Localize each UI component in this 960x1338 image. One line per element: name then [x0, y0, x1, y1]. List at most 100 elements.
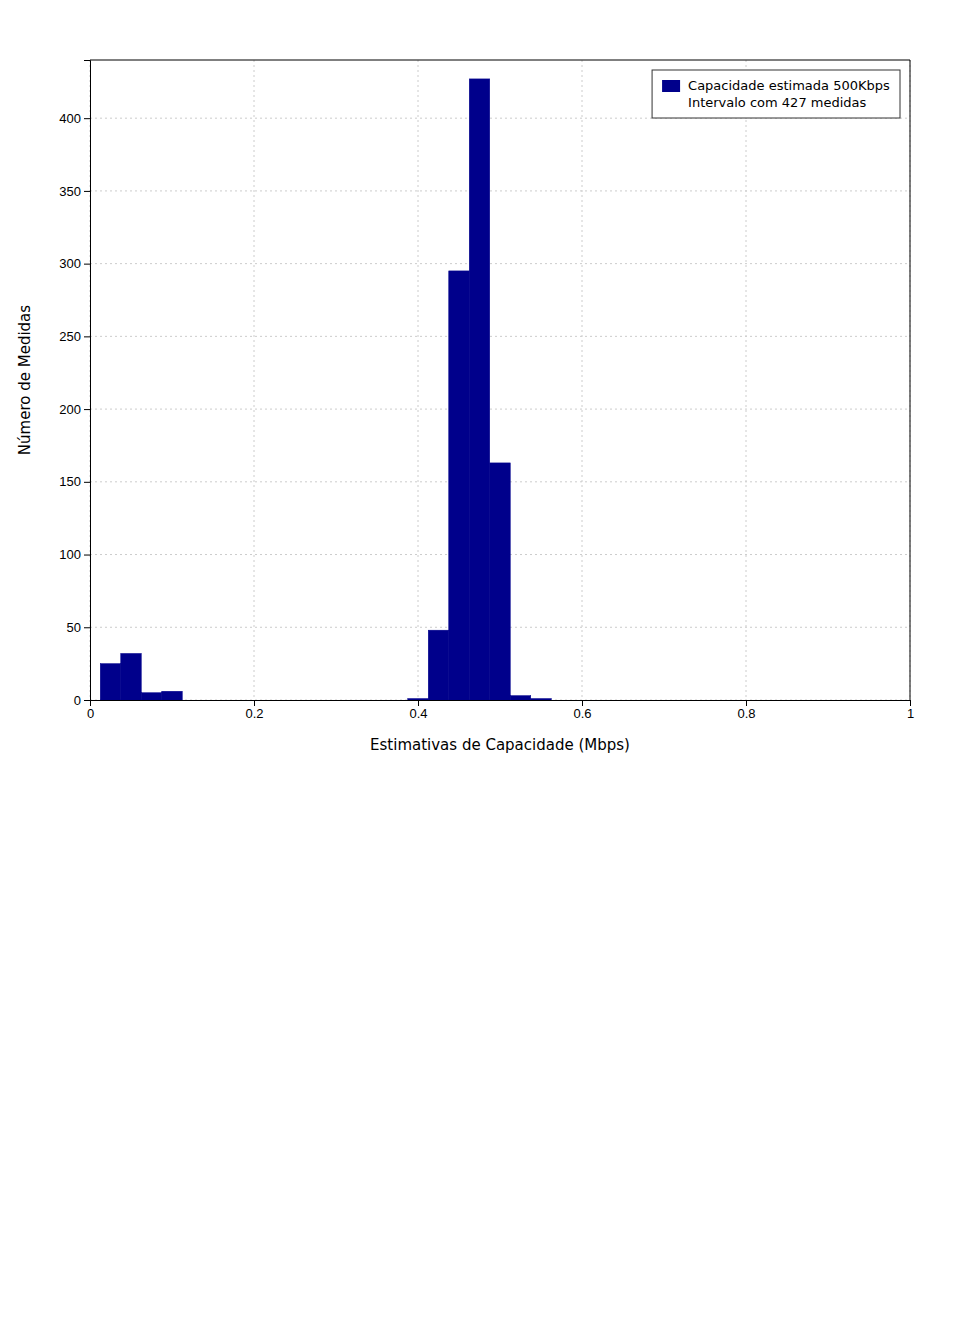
grid-line-y — [90, 263, 910, 264]
legend-item: Capacidade estimada 500Kbps Intervalo com… — [662, 78, 890, 110]
y-axis: 050100150200250300350400 — [59, 61, 90, 708]
bar — [387, 700, 408, 701]
x-tick: 0.6 — [573, 700, 591, 721]
bar — [223, 700, 244, 701]
grid-line-x — [582, 60, 583, 700]
x-tick-label: 0.2 — [245, 706, 263, 721]
grid-line-x — [746, 60, 747, 700]
x-tick: 0.8 — [737, 700, 755, 721]
plot-area: 00.20.40.60.81050100150200250300350400Es… — [16, 60, 914, 754]
bar — [695, 700, 716, 701]
y-tick-mark — [84, 191, 90, 192]
bar — [879, 700, 900, 701]
y-tick: 150 — [59, 474, 90, 489]
y-tick-label: 150 — [59, 474, 81, 489]
y-tick: 250 — [59, 329, 90, 344]
legend-box — [652, 70, 900, 118]
y-tick-mark — [84, 118, 90, 119]
bar — [613, 700, 634, 701]
x-tick: 0.2 — [245, 700, 263, 721]
grid-line-y — [90, 409, 910, 410]
x-tick-label: 0.6 — [573, 706, 591, 721]
legend: Capacidade estimada 500Kbps Intervalo com… — [652, 70, 900, 118]
grid-line-y — [90, 336, 910, 337]
bar — [654, 700, 675, 701]
grid — [90, 60, 910, 700]
y-tick: 350 — [59, 184, 90, 199]
chart: 00.20.40.60.81050100150200250300350400Es… — [0, 0, 960, 1338]
x-tick-mark — [418, 700, 419, 706]
bar — [572, 700, 593, 701]
x-tick-mark — [910, 700, 911, 706]
x-axis: 0 0.2 0.4 0.6 0.8 1 — [87, 700, 914, 721]
bar — [121, 653, 142, 700]
x-tick-mark — [582, 700, 583, 706]
y-tick-label: 300 — [59, 256, 81, 271]
legend-label-line: Intervalo com 427 medidas — [688, 95, 866, 110]
y-tick-label: 200 — [59, 402, 81, 417]
y-tick-label: 50 — [67, 620, 81, 635]
x-tick-label: 0.8 — [737, 706, 755, 721]
bar — [797, 700, 818, 701]
y-tick: 50 — [67, 620, 90, 635]
legend-label-line: Capacidade estimada 500Kbps — [688, 78, 890, 93]
bar — [551, 700, 572, 701]
bar — [141, 693, 162, 700]
x-tick: 0.4 — [409, 700, 427, 721]
x-tick: 1 — [907, 700, 914, 721]
bar — [510, 696, 531, 700]
bar — [100, 664, 121, 700]
x-tick: 0 — [87, 700, 94, 721]
grid-line-x — [254, 60, 255, 700]
y-tick-mark — [84, 336, 90, 337]
bars — [100, 79, 551, 700]
bar — [203, 700, 224, 701]
x-tick-label: 0.4 — [409, 706, 427, 721]
bar — [633, 700, 654, 701]
x-tick-label: 1 — [907, 706, 914, 721]
bar — [428, 630, 449, 700]
y-tick-mark — [84, 409, 90, 410]
bar — [346, 700, 367, 701]
y-tick: 0 — [74, 693, 90, 708]
bar — [182, 700, 203, 701]
y-tick: 200 — [59, 402, 90, 417]
bar — [162, 691, 183, 700]
y-axis-title: Número de Medidas — [16, 305, 34, 455]
y-tick-mark — [84, 264, 90, 265]
bar — [469, 79, 490, 700]
bar — [244, 700, 265, 701]
x-axis-line — [91, 701, 911, 707]
bar — [818, 700, 839, 701]
grid-line-x — [910, 60, 911, 700]
bar — [736, 700, 757, 701]
y-tick-mark — [84, 627, 90, 628]
x-axis-title: Estimativas de Capacidade (Mbps) — [370, 736, 630, 754]
bar — [285, 700, 306, 701]
grid-line-x — [418, 60, 419, 700]
x-tick-mark — [254, 700, 255, 706]
grid-line-y — [90, 190, 910, 191]
legend-swatch — [662, 80, 680, 92]
bar — [305, 700, 326, 701]
bar — [838, 700, 859, 701]
bar — [449, 271, 470, 700]
y-tick-mark — [84, 555, 90, 556]
y-tick: 400 — [59, 111, 90, 126]
y-tick-label: 400 — [59, 111, 81, 126]
bar — [674, 700, 695, 701]
frame-top — [90, 60, 910, 61]
y-tick: 300 — [59, 256, 90, 271]
y-tick-label: 350 — [59, 184, 81, 199]
bar — [592, 700, 613, 701]
y-tick-mark — [84, 700, 90, 701]
x-tick-mark — [746, 700, 747, 706]
x-tick-label: 0 — [87, 706, 94, 721]
y-tick-label: 0 — [74, 693, 81, 708]
bar — [715, 700, 736, 701]
bar — [756, 700, 777, 701]
bar — [777, 700, 798, 701]
bar — [408, 699, 429, 700]
legend-label: Capacidade estimada 500Kbps Intervalo com… — [688, 78, 890, 110]
bar — [859, 700, 880, 701]
